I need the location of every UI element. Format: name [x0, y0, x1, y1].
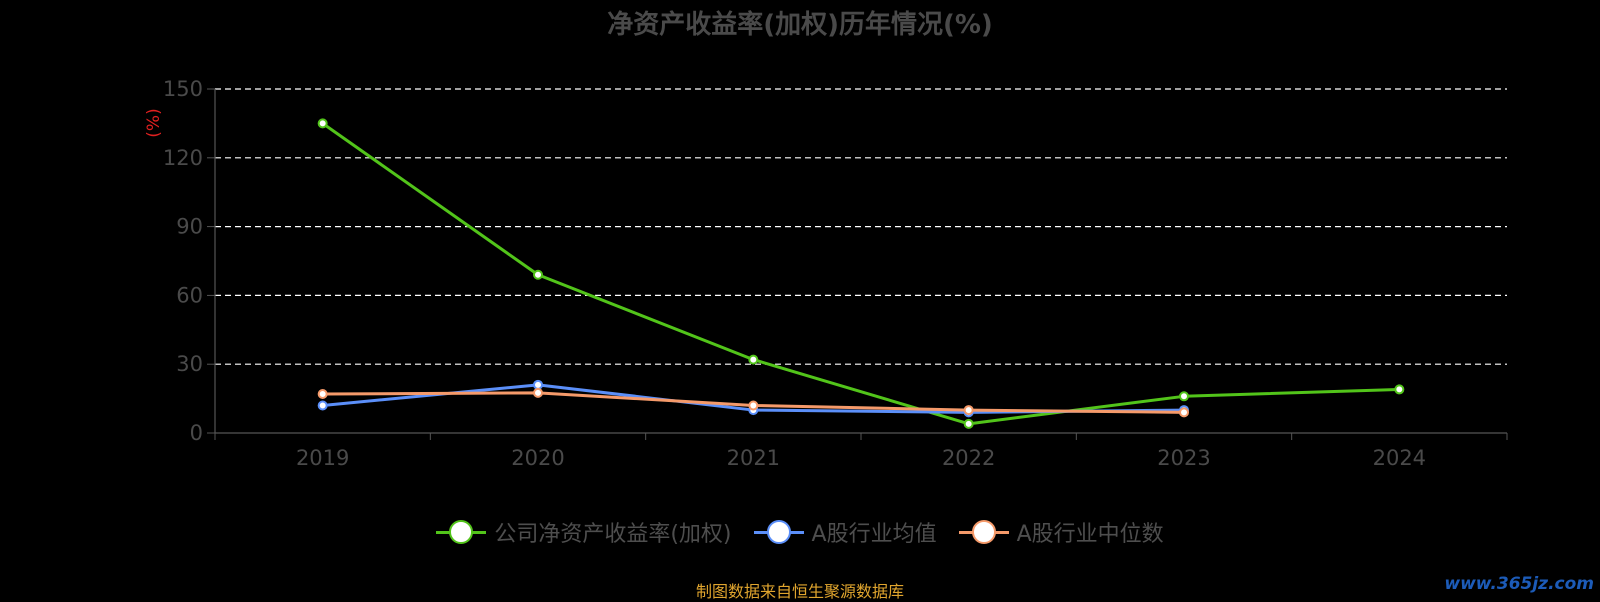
y-tick-label: 0 [190, 421, 203, 445]
data-point-industry-median [1179, 407, 1189, 418]
legend-marker-industry-mean [753, 520, 804, 544]
y-tick-label: 60 [176, 283, 203, 307]
legend-item-industry-mean[interactable]: A股行业均值 [753, 516, 937, 548]
data-point-industry-median [533, 387, 543, 398]
legend-marker-company-roe [436, 520, 487, 544]
data-point-company-roe [748, 354, 759, 365]
y-tick-label: 90 [176, 215, 203, 239]
y-tick-label: 30 [176, 352, 203, 376]
data-point-industry-median [963, 405, 974, 416]
data-point-industry-median [317, 389, 328, 400]
x-tick-label: 2021 [727, 446, 780, 470]
data-point-company-roe [533, 269, 543, 280]
legend: 公司净资产收益率(加权) A股行业均值 A股行业中位数 [0, 516, 1600, 548]
data-point-company-roe [963, 418, 974, 429]
y-axis-label: (%) [144, 108, 164, 137]
legend-label-industry-median: A股行业中位数 [1016, 522, 1164, 547]
x-tick-label: 2023 [1157, 446, 1210, 470]
data-point-industry-median [748, 400, 759, 411]
data-point-industry-mean [533, 379, 543, 390]
x-tick-label: 2020 [511, 446, 564, 470]
series-line-company-roe [321, 122, 1400, 426]
y-tick-label: 150 [163, 77, 203, 101]
data-point-industry-mean [317, 400, 328, 411]
data-point-company-roe [1394, 384, 1405, 395]
x-tick-label: 2022 [942, 446, 995, 470]
legend-label-industry-mean: A股行业均值 [811, 522, 937, 547]
legend-marker-industry-median [958, 520, 1009, 544]
x-tick-label: 2019 [296, 446, 349, 470]
x-tick-label: 2024 [1373, 446, 1426, 470]
y-tick-label: 120 [163, 146, 203, 170]
data-point-company-roe [317, 118, 328, 129]
source-note: 制图数据来自恒生聚源数据库 [695, 582, 904, 601]
data-point-company-roe [1179, 391, 1189, 402]
legend-item-industry-median[interactable]: A股行业中位数 [958, 516, 1164, 548]
chart-title: 净资产收益率(加权)历年情况(%) [607, 10, 993, 40]
watermark: www.365jz.com [1444, 574, 1594, 594]
legend-item-company-roe[interactable]: 公司净资产收益率(加权) [436, 516, 732, 548]
legend-label-company-roe: 公司净资产收益率(加权) [494, 522, 732, 547]
